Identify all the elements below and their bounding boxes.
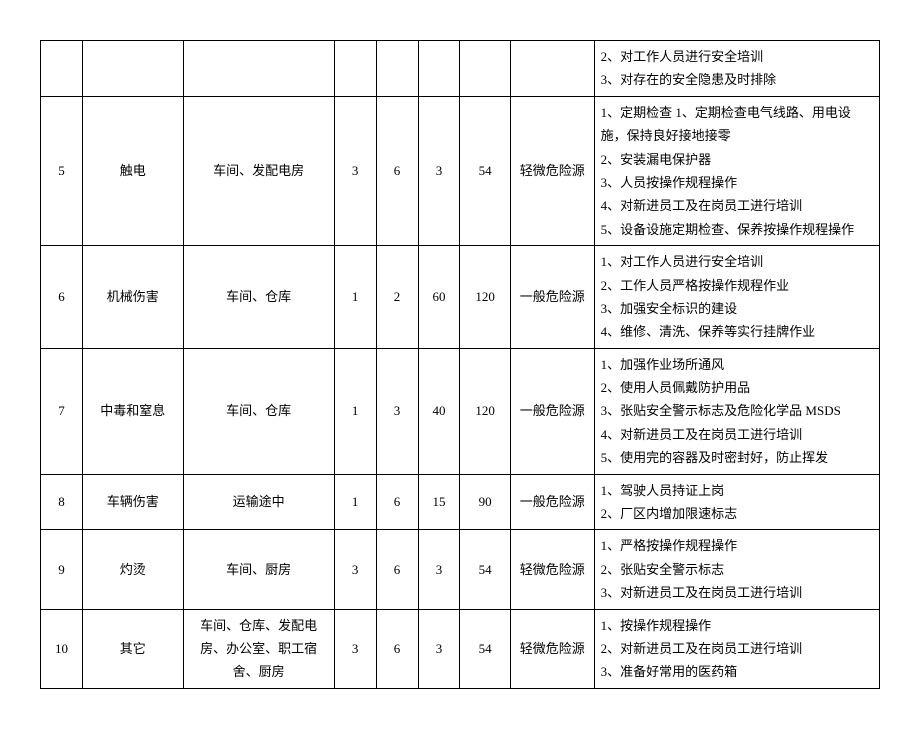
- measure-line: 4、对新进员工及在岗员工进行培训: [601, 194, 873, 217]
- score-c4: 54: [460, 609, 510, 688]
- measure-line: 1、按操作规程操作: [601, 614, 873, 637]
- row-index: 10: [41, 609, 83, 688]
- measure-line: 3、对存在的安全隐患及时排除: [601, 68, 873, 91]
- hazard-location: [183, 41, 334, 97]
- score-c3: 3: [418, 530, 460, 609]
- score-c1: 3: [334, 530, 376, 609]
- hazard-name: 灼烫: [82, 530, 183, 609]
- table-row: 6机械伤害车间、仓库1260120一般危险源1、对工作人员进行安全培训2、工作人…: [41, 246, 880, 349]
- measure-line: 3、准备好常用的医药箱: [601, 660, 873, 683]
- score-c3: 15: [418, 474, 460, 530]
- score-c4: 120: [460, 348, 510, 474]
- hazard-name: 其它: [82, 609, 183, 688]
- score-c4: 90: [460, 474, 510, 530]
- score-c2: 2: [376, 246, 418, 349]
- hazard-location: 车间、仓库、发配电房、办公室、职工宿舍、厨房: [183, 609, 334, 688]
- measure-line: 3、人员按操作规程操作: [601, 171, 873, 194]
- measure-line: 2、对新进员工及在岗员工进行培训: [601, 637, 873, 660]
- measures-cell: 1、对工作人员进行安全培训2、工作人员严格按操作规程作业3、加强安全标识的建设4…: [594, 246, 879, 349]
- risk-level: 轻微危险源: [510, 96, 594, 245]
- measures-cell: 1、定期检查 1、定期检查电气线路、用电设施，保持良好接地接零2、安装漏电保护器…: [594, 96, 879, 245]
- row-index: 5: [41, 96, 83, 245]
- score-c1: 1: [334, 246, 376, 349]
- measure-line: 4、维修、清洗、保养等实行挂牌作业: [601, 320, 873, 343]
- risk-level: 轻微危险源: [510, 530, 594, 609]
- score-c4: 54: [460, 530, 510, 609]
- risk-level: 轻微危险源: [510, 609, 594, 688]
- row-index: 8: [41, 474, 83, 530]
- measure-line: 3、加强安全标识的建设: [601, 297, 873, 320]
- score-c4: 54: [460, 96, 510, 245]
- row-index: [41, 41, 83, 97]
- measures-cell: 2、对工作人员进行安全培训3、对存在的安全隐患及时排除: [594, 41, 879, 97]
- measure-line: 5、设备设施定期检查、保养按操作规程操作: [601, 218, 873, 241]
- score-c2: 6: [376, 609, 418, 688]
- score-c2: 6: [376, 474, 418, 530]
- table-row: 10其它车间、仓库、发配电房、办公室、职工宿舍、厨房36354轻微危险源1、按操…: [41, 609, 880, 688]
- measures-cell: 1、严格按操作规程操作2、张贴安全警示标志3、对新进员工及在岗员工进行培训: [594, 530, 879, 609]
- score-c3: 3: [418, 609, 460, 688]
- hazard-location: 车间、发配电房: [183, 96, 334, 245]
- hazard-name: 触电: [82, 96, 183, 245]
- table-row: 8车辆伤害运输途中161590一般危险源1、驾驶人员持证上岗2、厂区内增加限速标…: [41, 474, 880, 530]
- measure-line: 5、使用完的容器及时密封好，防止挥发: [601, 446, 873, 469]
- score-c4: 120: [460, 246, 510, 349]
- score-c4: [460, 41, 510, 97]
- measures-cell: 1、驾驶人员持证上岗2、厂区内增加限速标志: [594, 474, 879, 530]
- measure-line: 2、工作人员严格按操作规程作业: [601, 274, 873, 297]
- risk-level: 一般危险源: [510, 348, 594, 474]
- row-index: 7: [41, 348, 83, 474]
- hazard-name: 中毒和窒息: [82, 348, 183, 474]
- measure-line: 2、安装漏电保护器: [601, 148, 873, 171]
- score-c1: 3: [334, 609, 376, 688]
- score-c2: 3: [376, 348, 418, 474]
- hazard-table: 2、对工作人员进行安全培训3、对存在的安全隐患及时排除5触电车间、发配电房363…: [40, 40, 880, 689]
- hazard-location: 车间、仓库: [183, 348, 334, 474]
- measure-line: 3、张贴安全警示标志及危险化学品 MSDS: [601, 399, 873, 422]
- score-c3: 60: [418, 246, 460, 349]
- table-row: 7中毒和窒息车间、仓库1340120一般危险源1、加强作业场所通风2、使用人员佩…: [41, 348, 880, 474]
- score-c2: 6: [376, 96, 418, 245]
- risk-level: [510, 41, 594, 97]
- table-row: 5触电车间、发配电房36354轻微危险源1、定期检查 1、定期检查电气线路、用电…: [41, 96, 880, 245]
- risk-level: 一般危险源: [510, 246, 594, 349]
- score-c3: 40: [418, 348, 460, 474]
- hazard-location: 运输途中: [183, 474, 334, 530]
- measure-line: 1、加强作业场所通风: [601, 353, 873, 376]
- score-c1: [334, 41, 376, 97]
- table-row: 2、对工作人员进行安全培训3、对存在的安全隐患及时排除: [41, 41, 880, 97]
- measure-line: 2、厂区内增加限速标志: [601, 502, 873, 525]
- measure-line: 3、对新进员工及在岗员工进行培训: [601, 581, 873, 604]
- hazard-location: 车间、仓库: [183, 246, 334, 349]
- hazard-location: 车间、厨房: [183, 530, 334, 609]
- measure-line: 1、定期检查 1、定期检查电气线路、用电设施，保持良好接地接零: [601, 101, 873, 148]
- hazard-name: 机械伤害: [82, 246, 183, 349]
- table-row: 9灼烫车间、厨房36354轻微危险源1、严格按操作规程操作2、张贴安全警示标志3…: [41, 530, 880, 609]
- risk-level: 一般危险源: [510, 474, 594, 530]
- measures-cell: 1、加强作业场所通风2、使用人员佩戴防护用品3、张贴安全警示标志及危险化学品 M…: [594, 348, 879, 474]
- hazard-name: [82, 41, 183, 97]
- measure-line: 1、驾驶人员持证上岗: [601, 479, 873, 502]
- score-c3: [418, 41, 460, 97]
- score-c1: 1: [334, 348, 376, 474]
- measures-cell: 1、按操作规程操作2、对新进员工及在岗员工进行培训3、准备好常用的医药箱: [594, 609, 879, 688]
- score-c1: 1: [334, 474, 376, 530]
- row-index: 6: [41, 246, 83, 349]
- measure-line: 4、对新进员工及在岗员工进行培训: [601, 423, 873, 446]
- row-index: 9: [41, 530, 83, 609]
- measure-line: 2、对工作人员进行安全培训: [601, 45, 873, 68]
- hazard-name: 车辆伤害: [82, 474, 183, 530]
- measure-line: 2、张贴安全警示标志: [601, 558, 873, 581]
- score-c1: 3: [334, 96, 376, 245]
- measure-line: 1、对工作人员进行安全培训: [601, 250, 873, 273]
- measure-line: 1、严格按操作规程操作: [601, 534, 873, 557]
- score-c2: [376, 41, 418, 97]
- measure-line: 2、使用人员佩戴防护用品: [601, 376, 873, 399]
- score-c2: 6: [376, 530, 418, 609]
- score-c3: 3: [418, 96, 460, 245]
